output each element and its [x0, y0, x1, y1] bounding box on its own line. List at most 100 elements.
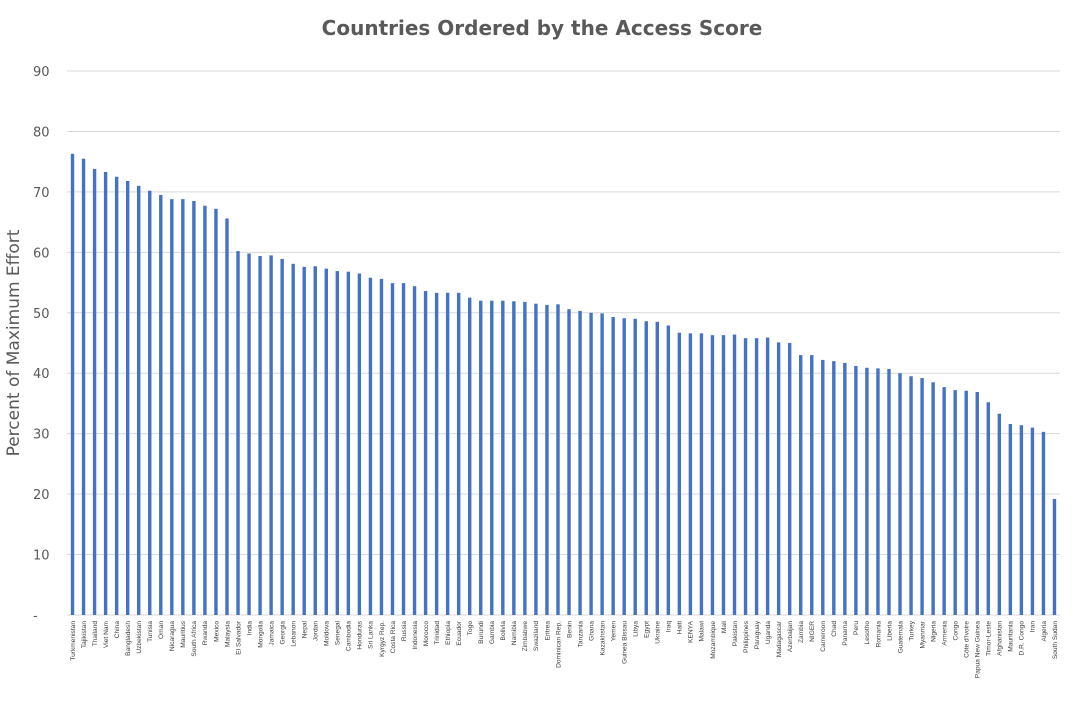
bar	[876, 368, 880, 615]
x-tick-label: Mauritius	[180, 620, 187, 647]
bar	[170, 199, 174, 616]
bar	[423, 291, 428, 615]
bar	[523, 301, 527, 615]
bar	[854, 365, 858, 615]
bar	[600, 313, 604, 615]
y-tick-label: 70	[33, 186, 50, 201]
x-tick-label: Rwanda	[202, 621, 209, 646]
bar	[70, 153, 75, 615]
bar	[412, 286, 417, 615]
bar	[832, 361, 836, 615]
x-tick-label: Oman	[158, 621, 165, 639]
bar	[1019, 425, 1024, 615]
bar	[567, 309, 571, 615]
bar	[125, 181, 130, 615]
x-tick-label: Liberia	[886, 621, 893, 641]
x-tick-label: Benin	[566, 621, 573, 638]
bar	[810, 355, 814, 615]
x-tick-label: Philippines	[743, 620, 750, 653]
bar	[81, 158, 86, 615]
bar	[92, 168, 97, 616]
bar	[490, 300, 494, 615]
bar	[203, 205, 207, 615]
x-tick-label: Peru	[853, 621, 860, 635]
bar	[931, 382, 935, 615]
x-tick-label: Mongolia	[257, 621, 264, 648]
x-tick-label: Jamaica	[268, 621, 275, 646]
x-tick-label: Ethiopia	[445, 621, 452, 645]
x-tick-label: Myanmar	[919, 620, 926, 648]
x-tick-label: India	[246, 621, 253, 636]
x-tick-label: Georgia	[279, 621, 286, 645]
bar	[291, 263, 295, 615]
bar	[964, 390, 968, 615]
x-tick-label: Kyrgyz Rep.	[379, 621, 386, 657]
x-tick-label: Lebanon	[290, 621, 297, 647]
x-tick-label: Chad	[831, 621, 838, 637]
y-tick-label: -	[33, 609, 38, 624]
bar	[346, 271, 351, 615]
bar	[942, 387, 946, 615]
x-tick-label: Ecuador	[456, 620, 463, 645]
x-tick-label: Kazakhstan	[599, 621, 606, 656]
x-tick-label: Yemen	[610, 621, 617, 642]
bar	[335, 271, 340, 615]
bar	[456, 292, 461, 615]
bar	[622, 318, 626, 615]
bar	[589, 312, 593, 615]
bar	[534, 303, 538, 615]
x-tick-label: Lesotho	[864, 621, 871, 645]
bar	[887, 368, 891, 615]
x-tick-label: D.R. Congo	[1019, 621, 1026, 656]
x-tick-label: Sri Lanka	[368, 621, 375, 649]
x-tick-label: Tajikistan	[81, 621, 88, 648]
x-tick-label: NIGER	[809, 621, 816, 642]
bar	[953, 390, 957, 615]
y-tick-label: 80	[33, 125, 50, 140]
y-tick-label: 60	[33, 246, 50, 261]
x-tick-label: Guinea Bissau	[621, 621, 628, 664]
bar	[986, 402, 990, 615]
x-tick-label: Russia	[401, 621, 408, 641]
x-tick-label: Trinidad	[434, 621, 441, 645]
x-tick-label: Paraguay	[754, 620, 761, 649]
x-tick-label: Tunisia	[147, 621, 154, 642]
y-axis-label: Percent of Maximum Effort	[4, 229, 24, 456]
bar	[1052, 498, 1057, 615]
y-tick-label: 30	[33, 428, 50, 443]
bar	[214, 208, 218, 615]
bar	[313, 266, 317, 615]
x-tick-label: Mexico	[213, 621, 220, 642]
x-tick-label: South Sudan	[1052, 621, 1059, 659]
x-tick-label: Egypt	[644, 621, 651, 638]
bar	[368, 277, 373, 615]
bar	[765, 337, 770, 615]
bar	[743, 338, 748, 615]
bar	[1041, 431, 1046, 615]
x-tick-label: Timor-Leste	[986, 621, 993, 656]
y-tick-label: 90	[33, 65, 50, 80]
gridlines	[67, 70, 1060, 616]
x-tick-label: Burundi	[478, 620, 485, 643]
x-tick-label: Armenia	[941, 621, 948, 646]
x-tick-label: Turkey	[908, 620, 915, 641]
x-tick-label: Dominican Rep.	[555, 621, 562, 668]
bar	[445, 292, 450, 615]
bar	[787, 343, 792, 615]
bar	[799, 355, 803, 615]
x-tick-label: Bangladesh	[125, 621, 132, 656]
x-tick-label: Bolivia	[500, 621, 507, 641]
x-tick-label: Nepal	[302, 620, 309, 638]
bar	[754, 338, 759, 615]
bar	[688, 333, 693, 615]
x-tick-label: Thailand	[92, 621, 99, 647]
bar	[357, 273, 362, 615]
bar	[909, 376, 913, 615]
bar	[137, 185, 141, 615]
x-tick-label: Afghanistan	[997, 621, 1004, 656]
x-tick-label: Cambodia	[346, 621, 353, 651]
bar	[1030, 427, 1035, 615]
bar	[920, 378, 924, 615]
bar	[181, 199, 185, 616]
